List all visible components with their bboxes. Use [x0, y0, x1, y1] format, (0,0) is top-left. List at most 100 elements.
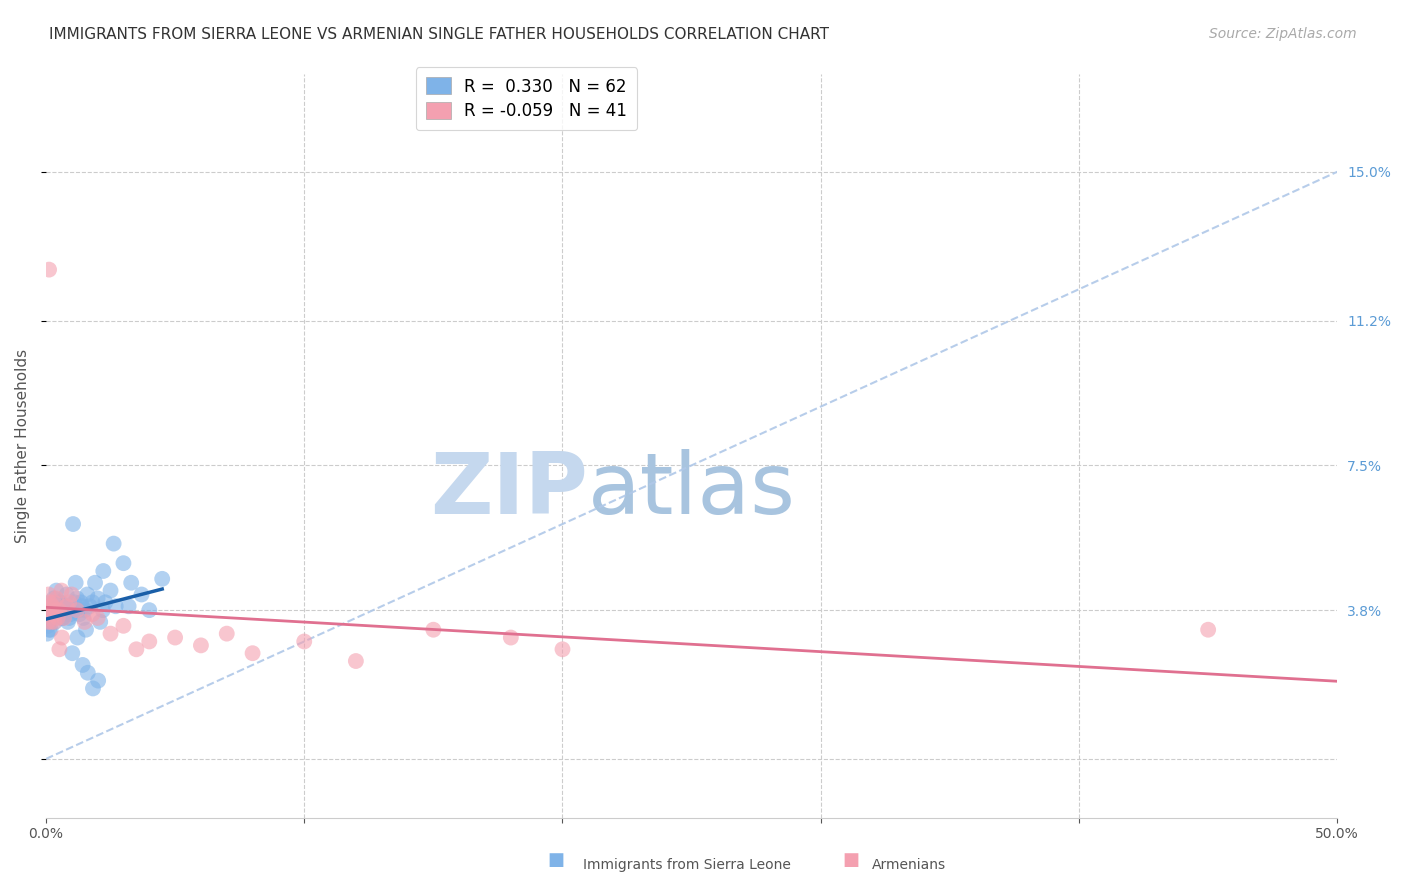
Point: [75, 623, 97, 637]
Point: [37, 626, 59, 640]
Point: [38, 615, 60, 629]
Point: [76, 587, 98, 601]
Point: [72, 657, 94, 672]
Point: [55, 599, 77, 614]
Point: [82, 681, 104, 696]
Point: [215, 626, 238, 640]
Point: [69, 595, 91, 609]
Point: [89, 615, 111, 629]
Point: [45, 603, 67, 617]
Point: [60, 646, 83, 660]
Point: [51, 583, 73, 598]
Point: [56, 599, 79, 614]
Point: [38, 595, 60, 609]
Point: [551, 642, 574, 657]
Point: [67, 603, 90, 617]
Point: [94, 595, 117, 609]
Text: ■: ■: [842, 851, 859, 869]
Point: [56, 615, 79, 629]
Point: [103, 536, 125, 550]
Point: [73, 603, 96, 617]
Point: [44, 607, 66, 621]
Point: [125, 642, 148, 657]
Point: [117, 599, 139, 614]
Point: [82, 607, 104, 621]
Point: [69, 607, 91, 621]
Point: [150, 572, 173, 586]
Point: [66, 603, 89, 617]
Point: [91, 564, 114, 578]
Point: [86, 591, 108, 606]
Point: [112, 556, 135, 570]
Point: [76, 665, 98, 680]
Point: [48, 595, 70, 609]
Point: [82, 595, 104, 609]
Point: [86, 611, 108, 625]
Point: [66, 591, 89, 606]
Point: [73, 615, 96, 629]
Point: [41, 603, 63, 617]
Point: [45, 591, 67, 606]
Point: [42, 591, 65, 606]
Point: [53, 599, 76, 614]
Point: [46, 611, 69, 625]
Point: [59, 607, 82, 621]
Point: [70, 599, 93, 614]
Point: [37, 619, 59, 633]
Point: [37, 615, 59, 629]
Point: [39, 623, 62, 637]
Text: ZIP: ZIP: [430, 449, 588, 532]
Point: [39, 603, 62, 617]
Text: atlas: atlas: [588, 449, 796, 532]
Point: [190, 639, 212, 653]
Point: [100, 583, 122, 598]
Point: [41, 607, 63, 621]
Point: [100, 626, 122, 640]
Point: [48, 642, 70, 657]
Point: [292, 634, 315, 648]
Text: IMMIGRANTS FROM SIERRA LEONE VS ARMENIAN SINGLE FATHER HOUSEHOLDS CORRELATION CH: IMMIGRANTS FROM SIERRA LEONE VS ARMENIAN…: [49, 27, 830, 42]
Point: [79, 599, 101, 614]
Point: [39, 607, 62, 621]
Legend: R =  0.330   N = 62, R = -0.059   N = 41: R = 0.330 N = 62, R = -0.059 N = 41: [416, 68, 637, 130]
Point: [344, 654, 367, 668]
Point: [45, 583, 67, 598]
Point: [58, 595, 80, 609]
Point: [53, 599, 76, 614]
Point: [138, 634, 160, 648]
Point: [38, 587, 60, 601]
Point: [41, 611, 63, 625]
Point: [55, 587, 77, 601]
Point: [62, 516, 84, 531]
Point: [138, 603, 160, 617]
Point: [72, 611, 94, 625]
Point: [58, 611, 80, 625]
Point: [66, 631, 89, 645]
Point: [53, 611, 76, 625]
Point: [46, 603, 69, 617]
Point: [60, 603, 83, 617]
Point: [38, 623, 60, 637]
Point: [499, 631, 522, 645]
Point: [41, 599, 63, 614]
Point: [91, 603, 114, 617]
Point: [1197, 623, 1219, 637]
Point: [63, 595, 86, 609]
Point: [60, 587, 83, 601]
Point: [39, 615, 62, 629]
Point: [44, 615, 66, 629]
Point: [37, 603, 59, 617]
Point: [51, 607, 73, 621]
Point: [38, 262, 60, 277]
Y-axis label: Single Father Households: Single Father Households: [15, 349, 30, 543]
Point: [84, 575, 107, 590]
Point: [165, 631, 187, 645]
Point: [51, 631, 73, 645]
Point: [51, 611, 73, 625]
Point: [120, 575, 142, 590]
Point: [104, 599, 127, 614]
Text: Immigrants from Sierra Leone: Immigrants from Sierra Leone: [583, 858, 792, 872]
Text: Armenians: Armenians: [872, 858, 946, 872]
Point: [87, 673, 110, 688]
Point: [112, 619, 135, 633]
